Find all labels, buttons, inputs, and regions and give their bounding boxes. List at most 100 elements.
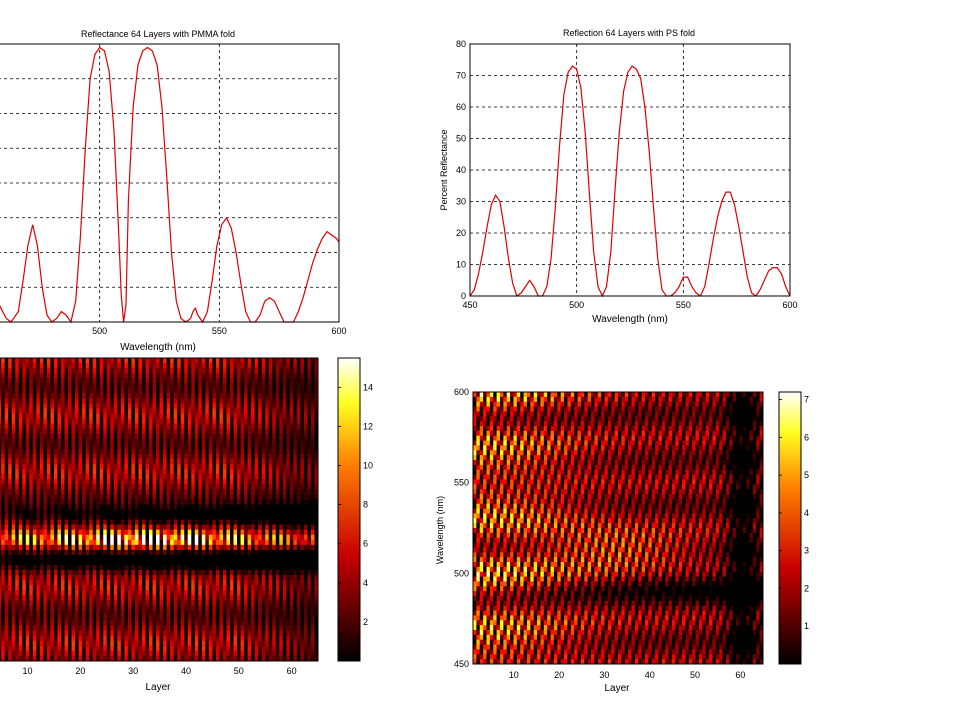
- heatmap-cell: [180, 595, 185, 601]
- heatmap-cell: [25, 544, 30, 551]
- heatmap-cell: [208, 474, 213, 480]
- heatmap-cell: [103, 408, 108, 414]
- heatmap-cell: [22, 443, 27, 450]
- heatmap-cell: [92, 479, 97, 485]
- heatmap-cell: [170, 448, 175, 455]
- heatmap-cell: [314, 494, 319, 500]
- heatmap-cell: [215, 433, 220, 440]
- heatmap-cell: [46, 519, 51, 526]
- heatmap-cell: [229, 388, 234, 394]
- heatmap-cell: [120, 519, 125, 526]
- heatmap-cell: [92, 363, 97, 369]
- heatmap-cell: [289, 514, 294, 520]
- heatmap-cell: [50, 534, 55, 541]
- heatmap-cell: [4, 514, 9, 520]
- heatmap-cell: [71, 489, 76, 495]
- heatmap-cell: [254, 514, 259, 520]
- heatmap-cell: [124, 428, 129, 435]
- heatmap-cell: [138, 459, 143, 465]
- heatmap-cell: [254, 590, 259, 596]
- heatmap-cell: [205, 368, 210, 374]
- heatmap-cell: [233, 428, 238, 435]
- heatmap-cell: [303, 560, 308, 566]
- heatmap-cell: [99, 590, 104, 596]
- heatmap-cell: [138, 418, 143, 425]
- heatmap-cell: [18, 453, 23, 460]
- heatmap-cell: [237, 605, 241, 611]
- heatmap-cell: [117, 398, 122, 404]
- heatmap-cell: [60, 560, 65, 566]
- heatmap-cell: [103, 368, 108, 374]
- heatmap-cell: [22, 489, 27, 495]
- heatmap-cell: [57, 373, 62, 379]
- heatmap-cell: [180, 474, 185, 480]
- heatmap-cell: [85, 363, 90, 369]
- heatmap-cell: [286, 433, 291, 440]
- heatmap-cell: [11, 570, 16, 576]
- heatmap-cell: [120, 565, 125, 571]
- heatmap-cell: [22, 373, 27, 379]
- heatmap-cell: [141, 474, 146, 480]
- heatmap-cell: [43, 423, 48, 430]
- heatmap-cell: [85, 514, 90, 520]
- heatmap-cell: [22, 398, 27, 404]
- heatmap-cell: [60, 363, 65, 369]
- heatmap-cell: [279, 469, 284, 475]
- heatmap-cell: [43, 580, 48, 586]
- heatmap-cell: [286, 443, 291, 450]
- heatmap-cell: [314, 479, 319, 485]
- heatmap-cell: [15, 428, 20, 435]
- x-tick-label: 600: [331, 326, 346, 336]
- heatmap-cell: [11, 388, 16, 394]
- heatmap-cell: [293, 433, 298, 440]
- heatmap-cell: [279, 554, 284, 561]
- heatmap-cell: [296, 484, 301, 490]
- heatmap-cell: [124, 615, 129, 621]
- heatmap-cell: [303, 373, 308, 379]
- heatmap-cell: [25, 534, 30, 541]
- heatmap-cell: [106, 529, 111, 536]
- heatmap-cell: [198, 418, 203, 425]
- heatmap-cell: [314, 524, 319, 531]
- heatmap-cell: [141, 438, 146, 445]
- heatmap-cell: [99, 378, 104, 384]
- heatmap-cell: [75, 453, 79, 460]
- heatmap-cell: [258, 549, 263, 556]
- heatmap-cell: [71, 408, 76, 414]
- heatmap-cell: [46, 590, 51, 596]
- heatmap-cell: [103, 600, 108, 606]
- heatmap-cell: [8, 459, 13, 465]
- heatmap-cell: [78, 565, 83, 571]
- heatmap-cell: [131, 418, 136, 425]
- heatmap-cell: [201, 378, 206, 384]
- heatmap-cell: [201, 459, 206, 465]
- heatmap-cell: [166, 443, 171, 450]
- heatmap-cell: [244, 565, 248, 571]
- heatmap-cell: [18, 484, 23, 490]
- heatmap-cell: [134, 474, 139, 480]
- heatmap-cell: [110, 403, 115, 409]
- heatmap-cell: [4, 358, 9, 364]
- heatmap-cell: [265, 363, 270, 369]
- heatmap-cell: [131, 438, 136, 445]
- heatmap-cell: [194, 403, 199, 409]
- heatmap-cell: [32, 595, 37, 601]
- heatmap-cell: [303, 448, 308, 455]
- heatmap-cell: [184, 524, 189, 531]
- heatmap-cell: [265, 423, 270, 430]
- heatmap-cell: [237, 489, 241, 495]
- heatmap-cell: [314, 418, 319, 425]
- heatmap-cell: [156, 388, 160, 394]
- heatmap-cell: [25, 448, 30, 455]
- heatmap-cell: [310, 479, 315, 485]
- heatmap-cell: [138, 524, 143, 531]
- heatmap-cell: [53, 565, 58, 571]
- heatmap-cell: [127, 423, 132, 430]
- heatmap-cell: [275, 453, 280, 460]
- heatmap-cell: [89, 408, 94, 414]
- heatmap-cell: [180, 418, 185, 425]
- heatmap-cell: [106, 398, 111, 404]
- heatmap-cell: [32, 539, 37, 546]
- heatmap-cell: [96, 418, 101, 425]
- heatmap-cell: [300, 524, 305, 531]
